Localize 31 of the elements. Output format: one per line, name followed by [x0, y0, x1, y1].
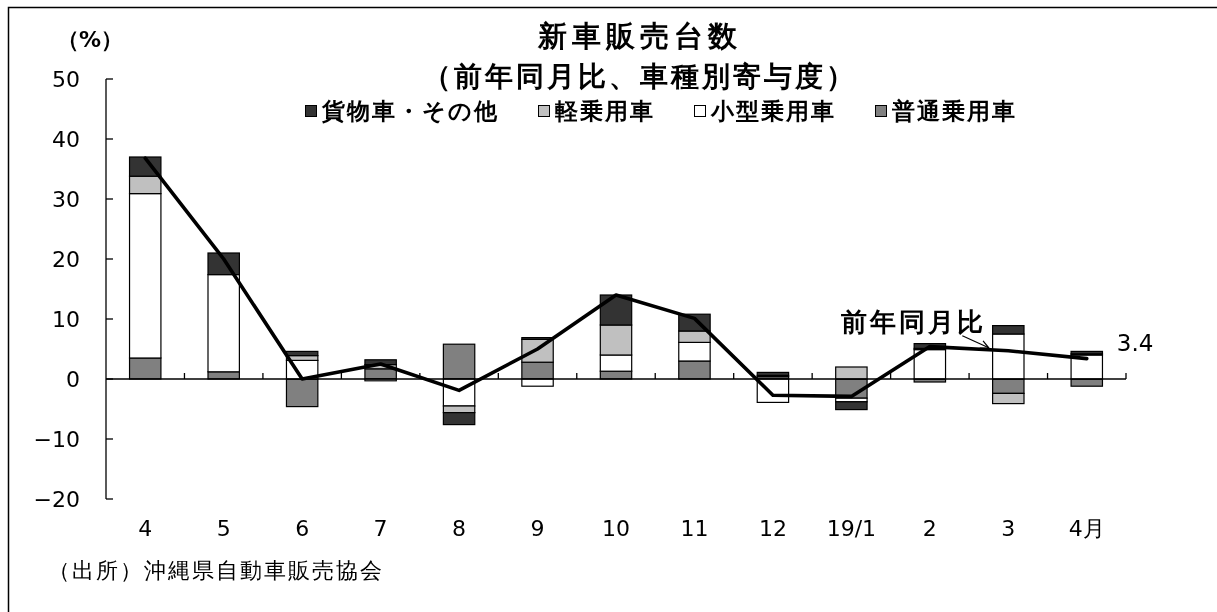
x-tick-label: 5	[216, 516, 231, 541]
x-tick-label: 7	[373, 516, 388, 541]
y-tick-label: −20	[33, 487, 80, 512]
y-tick-label: −10	[33, 427, 80, 452]
legend-label: 小型乗用車	[709, 98, 836, 124]
chart-title: 新車販売台数	[537, 19, 742, 53]
x-tick-label: 2	[922, 516, 937, 541]
y-tick-label: 20	[52, 247, 80, 272]
legend-label: 軽乗用車	[553, 98, 655, 124]
x-tick-label: 8	[452, 516, 467, 541]
x-tick-label: 12	[758, 516, 787, 541]
x-tick-label: 10	[602, 516, 630, 541]
x-tick-label: 9	[530, 516, 545, 541]
legend-label: 貨物車・その他	[320, 98, 499, 124]
x-tick-label: 4	[138, 516, 153, 541]
x-tick-label: 6	[295, 516, 310, 541]
y-tick-label: 30	[52, 187, 80, 212]
x-tick-label: 3	[1001, 516, 1016, 541]
legend-label: 普通乗用車	[890, 98, 1017, 124]
series-label: 前年同月比	[840, 306, 987, 337]
data-label: 3.4	[1116, 329, 1154, 356]
y-tick-label: 50	[52, 67, 80, 92]
text: （出所）沖縄県自動車販売協会	[48, 558, 384, 583]
chart-subtitle: （前年同月比、車種別寄与度）	[423, 60, 857, 93]
y-tick-label: 10	[52, 307, 80, 332]
y-tick-label: 40	[52, 127, 80, 152]
x-tick-label: 4月	[1068, 516, 1105, 541]
y-tick-label: 0	[66, 367, 80, 392]
x-tick-label: 11	[680, 516, 709, 541]
y-axis-title: （%）	[56, 27, 124, 52]
x-tick-label: 19/1	[826, 516, 877, 541]
